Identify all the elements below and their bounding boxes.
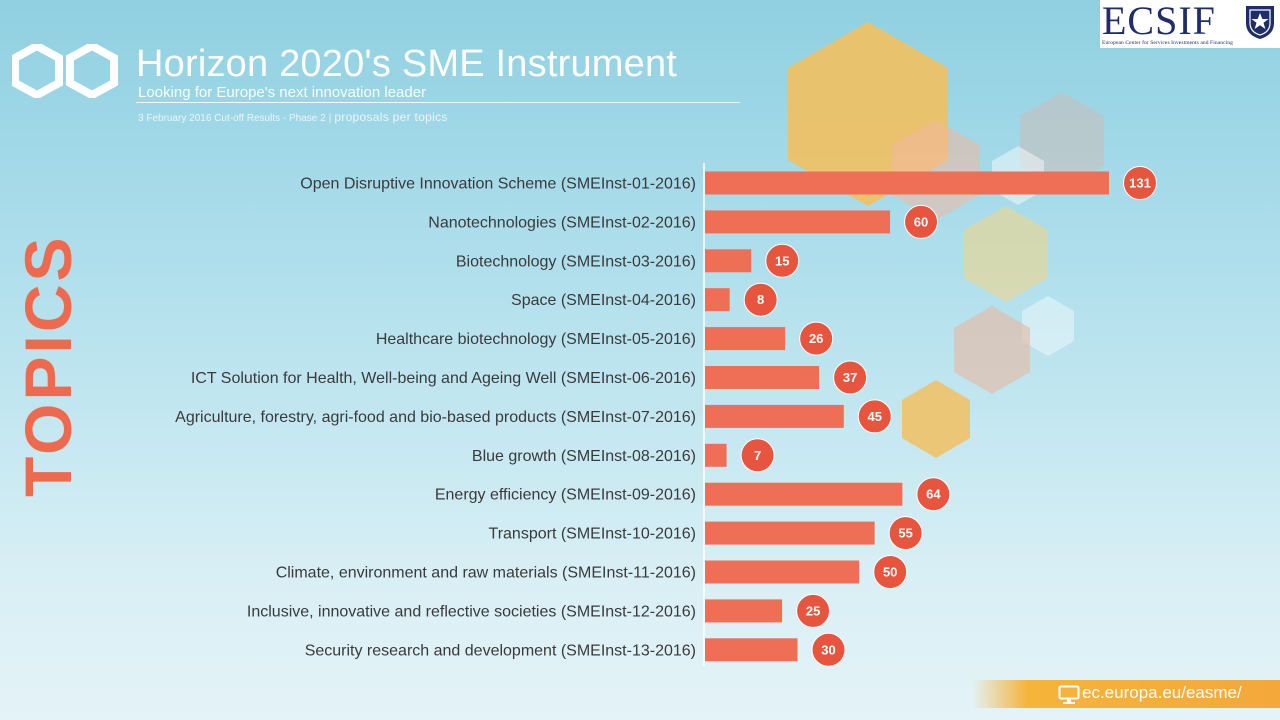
bar (705, 443, 727, 467)
bar (705, 521, 875, 545)
value-label: 60 (914, 214, 928, 229)
value-badge (811, 632, 846, 667)
monitor-icon (1058, 685, 1080, 704)
bar (705, 249, 752, 273)
category-label: Healthcare biotechnology (SMEInst-05-201… (376, 331, 696, 348)
cutoff-info: 3 February 2016 Cut-off Results - Phase … (138, 110, 448, 124)
category-label: Nanotechnologies (SMEInst-02-2016) (428, 214, 696, 231)
category-label: Open Disruptive Innovation Scheme (SMEIn… (300, 176, 696, 193)
bar (705, 210, 891, 234)
value-badge (916, 477, 951, 512)
hexagon-white-right (1022, 296, 1074, 356)
category-label: Security research and development (SMEIn… (305, 642, 696, 659)
category-label: Inclusive, innovative and reflective soc… (247, 603, 696, 620)
bar (705, 327, 786, 351)
brand-tagline: European Center for Services Investments… (1102, 40, 1233, 46)
value-badge (1123, 166, 1157, 200)
footer-url[interactable]: ec.europa.eu/easme/ (1082, 683, 1242, 702)
shield-icon (1246, 6, 1274, 39)
value-label: 8 (757, 292, 764, 307)
value-label: 131 (1129, 176, 1151, 191)
bar (705, 288, 730, 312)
bar (705, 171, 1109, 195)
value-label: 30 (821, 642, 835, 657)
category-label: Climate, environment and raw materials (… (276, 565, 696, 582)
category-label: Transport (SMEInst-10-2016) (489, 526, 696, 543)
footer-bar (972, 680, 1280, 708)
hexagon-grey (1020, 92, 1104, 190)
bar (705, 482, 903, 506)
value-label: 64 (926, 487, 941, 502)
value-label: 45 (868, 409, 882, 424)
bar (705, 366, 820, 389)
category-label: ICT Solution for Health, Well-being and … (191, 370, 696, 387)
header-divider (136, 102, 740, 103)
value-badge (799, 321, 834, 356)
value-badge (796, 593, 831, 628)
value-label: 55 (898, 526, 912, 541)
hexagon-pink-low (954, 306, 1030, 394)
value-badge (873, 555, 908, 589)
brand-logo: ECSIF European Center for Services Inves… (1100, 0, 1280, 48)
category-label: Space (SMEInst-04-2016) (511, 292, 696, 309)
value-label: 7 (754, 448, 761, 463)
category-label: Energy efficiency (SMEInst-09-2016) (435, 487, 696, 504)
value-label: 37 (843, 370, 857, 385)
category-label: Agriculture, forestry, agri-food and bio… (175, 409, 696, 426)
cutoff-separator: | (328, 113, 332, 124)
value-badge (740, 438, 775, 473)
value-label: 50 (883, 565, 897, 580)
bar (705, 560, 860, 584)
value-badge (833, 360, 868, 395)
cutoff-tag: proposals per topics (334, 110, 448, 124)
value-badge (888, 516, 923, 551)
bar (705, 638, 798, 662)
brand-name: ECSIF (1102, 0, 1216, 43)
value-label: 15 (775, 253, 789, 268)
value-badge (904, 204, 939, 239)
value-label: 25 (806, 603, 820, 618)
value-badge (743, 282, 778, 317)
page-title: Horizon 2020's SME Instrument (136, 43, 678, 85)
hexagon-yellow-mid (964, 206, 1048, 302)
page-subtitle: Looking for Europe's next innovation lea… (138, 84, 427, 101)
hexagon-yellow-low (902, 380, 970, 458)
category-label: Blue growth (SMEInst-08-2016) (472, 448, 696, 465)
value-label: 26 (809, 331, 823, 346)
bar (705, 404, 844, 428)
logo-hexagons-icon (12, 44, 118, 98)
category-label: Biotechnology (SMEInst-03-2016) (456, 253, 696, 270)
cutoff-text: 3 February 2016 Cut-off Results - Phase … (138, 113, 326, 124)
hexagon-pink (892, 120, 980, 220)
value-badge (765, 243, 800, 278)
value-badge (857, 399, 892, 434)
bar (705, 599, 783, 623)
